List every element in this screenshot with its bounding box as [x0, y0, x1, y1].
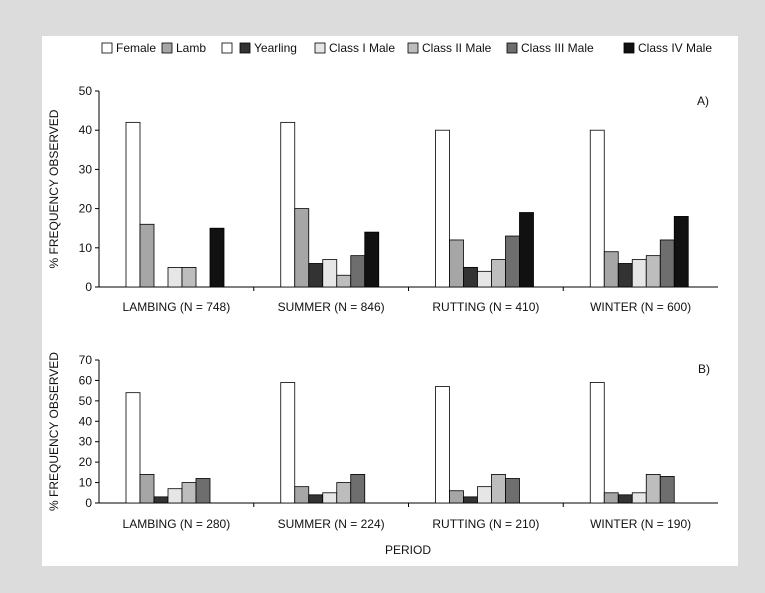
- category-label: SUMMER (N = 224): [278, 517, 385, 531]
- bar: [364, 231, 380, 288]
- bar: [477, 270, 492, 288]
- legend-label: Class IV Male: [638, 41, 712, 55]
- y-tick-label: 60: [79, 373, 93, 387]
- bar: [631, 492, 647, 504]
- legend-swatch: [623, 42, 635, 54]
- y-tick-label: 0: [85, 496, 92, 510]
- bar: [449, 239, 464, 288]
- bar-chart-figure: Female Lamb Yearling Class I Male Class II M…: [47, 41, 718, 557]
- bar: [350, 473, 366, 504]
- legend-label: Yearling: [254, 41, 297, 55]
- legend-swatch: [101, 42, 113, 54]
- bar: [308, 263, 324, 288]
- bar: [167, 266, 183, 288]
- y-tick-label: 30: [79, 435, 93, 449]
- bar: [308, 494, 324, 504]
- y-tick-label: 70: [79, 353, 93, 367]
- bar: [435, 129, 450, 288]
- bar: [659, 239, 675, 288]
- bar: [336, 482, 352, 504]
- bar: [139, 473, 155, 504]
- bar: [181, 266, 197, 288]
- bar: [617, 263, 633, 288]
- bar: [463, 496, 478, 504]
- bar: [125, 121, 141, 288]
- y-tick-label: 20: [79, 455, 93, 469]
- legend-label: Female: [116, 41, 156, 55]
- legend-swatch: [161, 42, 173, 54]
- y-tick-label: 40: [79, 414, 93, 428]
- bar: [336, 274, 352, 288]
- bar: [449, 490, 464, 504]
- category-label: WINTER (N = 190): [590, 517, 691, 531]
- bar: [167, 488, 183, 504]
- bar: [589, 129, 605, 288]
- bar: [294, 208, 310, 288]
- bar: [519, 212, 534, 288]
- category-label: RUTTING (N = 210): [432, 517, 539, 531]
- bar: [350, 255, 366, 288]
- y-tick-label: 0: [85, 280, 92, 294]
- bar: [603, 251, 619, 288]
- legend-swatch: [314, 42, 326, 54]
- category-label: RUTTING (N = 410): [432, 300, 539, 314]
- y-tick-label: 50: [79, 394, 93, 408]
- bar: [645, 255, 661, 288]
- category-label: WINTER (N = 600): [590, 300, 691, 314]
- legend-swatch: [506, 42, 518, 54]
- bar: [153, 496, 169, 504]
- bar: [645, 473, 661, 504]
- y-tick-label: 10: [79, 476, 93, 490]
- bar: [505, 478, 520, 504]
- legend-label: Class I Male: [329, 41, 395, 55]
- bar: [209, 227, 225, 288]
- y-axis-label: % FREQUENCY OBSERVED: [47, 352, 61, 511]
- bar: [294, 486, 310, 504]
- category-label: SUMMER (N = 846): [278, 300, 385, 314]
- figure-panel: Female Lamb Yearling Class I Male Class II M…: [42, 36, 738, 566]
- bar: [280, 121, 296, 288]
- bar: [491, 259, 506, 288]
- y-tick-label: 50: [79, 84, 93, 98]
- bar: [589, 382, 605, 504]
- bar: [673, 216, 689, 288]
- legend-label: Class III Male: [521, 41, 594, 55]
- bar: [505, 235, 520, 288]
- y-tick-label: 20: [79, 202, 93, 216]
- bar: [139, 223, 155, 288]
- bar: [280, 382, 296, 504]
- bar: [491, 473, 506, 504]
- legend-swatch: [407, 42, 419, 54]
- panel-label: A): [697, 94, 709, 108]
- legend-swatch: [239, 42, 251, 54]
- legend-swatch: [221, 42, 233, 54]
- legend-label: Lamb: [176, 41, 206, 55]
- bar: [435, 386, 450, 504]
- legend-label: Class II Male: [422, 41, 492, 55]
- y-tick-label: 40: [79, 123, 93, 137]
- category-label: LAMBING (N = 748): [123, 300, 231, 314]
- bar: [322, 492, 338, 504]
- y-tick-label: 10: [79, 241, 93, 255]
- x-axis-label: PERIOD: [385, 543, 431, 557]
- bar: [617, 494, 633, 504]
- category-label: LAMBING (N = 280): [123, 517, 231, 531]
- bar: [463, 266, 478, 288]
- bar: [659, 476, 675, 504]
- bar: [195, 478, 211, 504]
- bar: [181, 482, 197, 504]
- bar: [477, 486, 492, 504]
- bar: [631, 259, 647, 288]
- y-tick-label: 30: [79, 162, 93, 176]
- bar: [322, 259, 338, 288]
- y-axis-label: % FREQUENCY OBSERVED: [47, 109, 61, 268]
- bar: [125, 392, 141, 504]
- bar: [603, 492, 619, 504]
- panel-label: B): [698, 362, 710, 376]
